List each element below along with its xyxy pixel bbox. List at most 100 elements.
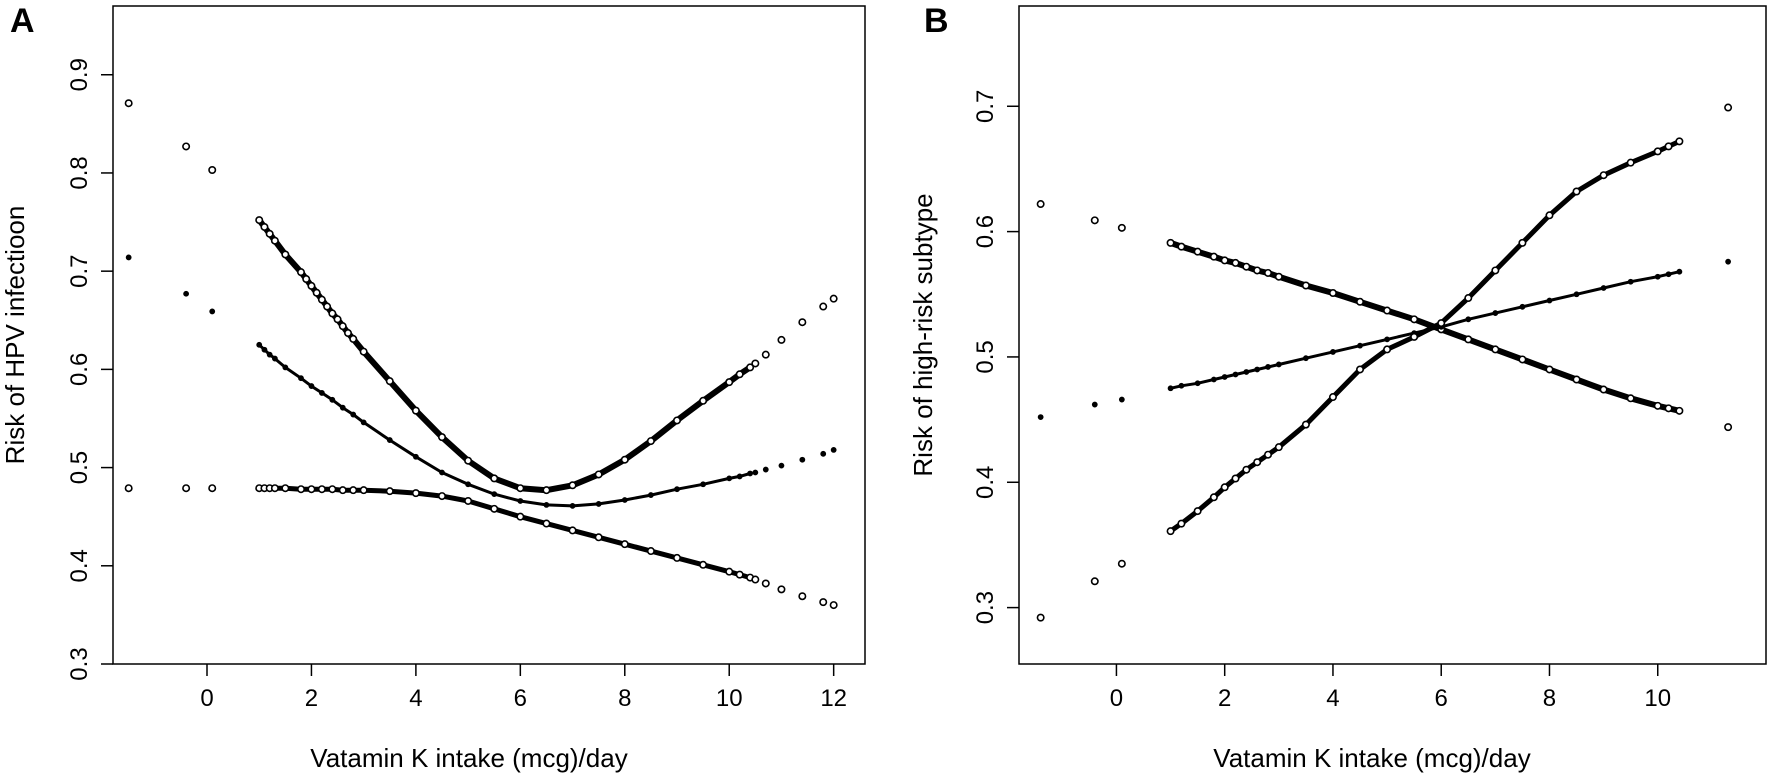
data-point <box>1264 450 1273 459</box>
data-point <box>516 484 525 493</box>
data-point <box>1492 310 1499 316</box>
data-point <box>735 570 744 579</box>
data-point <box>620 455 629 464</box>
panel-a-x-axis: 0 2 4 6 8 10 12 <box>200 664 847 712</box>
data-point <box>1465 316 1472 323</box>
series-line <box>257 343 752 508</box>
data-point <box>1330 349 1336 355</box>
data-point <box>312 288 321 297</box>
data-point <box>465 481 472 488</box>
data-point <box>1194 380 1201 387</box>
data-point <box>1599 171 1608 180</box>
data-point <box>1166 527 1175 536</box>
x-tick-label: 4 <box>409 685 422 712</box>
data-point <box>270 484 279 493</box>
data-point <box>516 512 525 521</box>
data-point <box>751 575 760 584</box>
data-point <box>1274 272 1283 281</box>
panel-b-plot-area <box>1036 103 1733 622</box>
x-tick-label: 2 <box>1218 685 1231 712</box>
data-point <box>182 142 191 151</box>
data-point <box>1464 335 1473 344</box>
data-point <box>182 484 191 493</box>
data-point <box>1600 285 1607 291</box>
data-point <box>647 492 654 498</box>
data-point <box>437 492 446 501</box>
data-point <box>1302 355 1309 362</box>
data-point <box>490 504 499 513</box>
data-point <box>1193 247 1202 256</box>
data-point <box>307 281 316 290</box>
data-point <box>747 470 754 477</box>
data-point <box>1664 404 1673 413</box>
data-point <box>328 485 337 494</box>
data-point <box>699 560 708 569</box>
data-point <box>1626 158 1635 167</box>
data-point <box>569 502 576 509</box>
data-point <box>1036 200 1045 209</box>
data-point <box>726 475 733 482</box>
panel-b-y-axis: 0.3 0.4 0.5 0.6 0.7 <box>972 90 1019 624</box>
data-point <box>282 364 289 371</box>
data-point <box>1675 406 1684 415</box>
x-tick-label: 10 <box>716 685 743 712</box>
data-point <box>751 359 760 368</box>
panel-a-x-axis-title: Vatamin K intake (mcg)/day <box>310 743 627 773</box>
data-point <box>829 294 838 303</box>
data-point <box>1254 366 1261 373</box>
data-point <box>1167 385 1174 392</box>
data-point <box>1545 365 1554 374</box>
panel-b-y-axis-title: Risk of high-risk subtype <box>908 193 938 476</box>
data-point <box>543 502 550 508</box>
data-point <box>308 383 315 389</box>
data-point <box>725 567 734 576</box>
data-point <box>208 484 217 493</box>
data-point <box>1653 401 1662 410</box>
data-point <box>1491 266 1500 275</box>
data-point <box>491 491 498 497</box>
x-tick-label: 0 <box>200 685 213 712</box>
data-point <box>317 485 326 494</box>
data-point <box>281 250 290 259</box>
data-point <box>594 533 603 542</box>
data-point <box>271 355 278 362</box>
data-point <box>621 497 628 503</box>
data-point <box>318 390 325 396</box>
panel-a-plot-area <box>124 99 838 610</box>
data-point <box>1036 613 1045 622</box>
data-point <box>1275 361 1282 368</box>
x-tick-label: 2 <box>305 685 318 712</box>
data-point <box>799 456 806 463</box>
data-point <box>777 335 786 344</box>
data-point <box>464 496 473 505</box>
data-point <box>1518 355 1527 364</box>
data-point <box>1675 137 1684 146</box>
series-1 <box>124 99 838 495</box>
x-tick-label: 4 <box>1326 685 1339 712</box>
data-point <box>595 501 602 507</box>
data-point <box>1301 420 1310 429</box>
data-point <box>411 406 420 415</box>
data-point <box>266 351 273 358</box>
x-tick-label: 0 <box>1110 685 1123 712</box>
data-point <box>1231 474 1240 483</box>
series-3 <box>1036 103 1733 622</box>
data-point <box>1627 278 1634 285</box>
data-point <box>1654 273 1661 280</box>
data-point <box>819 302 828 311</box>
data-point <box>1177 519 1186 528</box>
y-tick-label: 0.5 <box>66 451 93 484</box>
data-point <box>1572 375 1581 384</box>
data-point <box>1545 211 1554 220</box>
data-point <box>338 486 347 495</box>
data-point <box>1410 315 1419 324</box>
data-point <box>1356 365 1365 374</box>
data-point <box>568 481 577 490</box>
y-tick-label: 0.6 <box>972 215 999 248</box>
x-tick-label: 12 <box>820 685 847 712</box>
data-point <box>1410 332 1419 341</box>
data-point <box>777 585 786 594</box>
data-point <box>265 229 274 238</box>
data-point <box>1242 262 1251 271</box>
data-point <box>437 433 446 442</box>
